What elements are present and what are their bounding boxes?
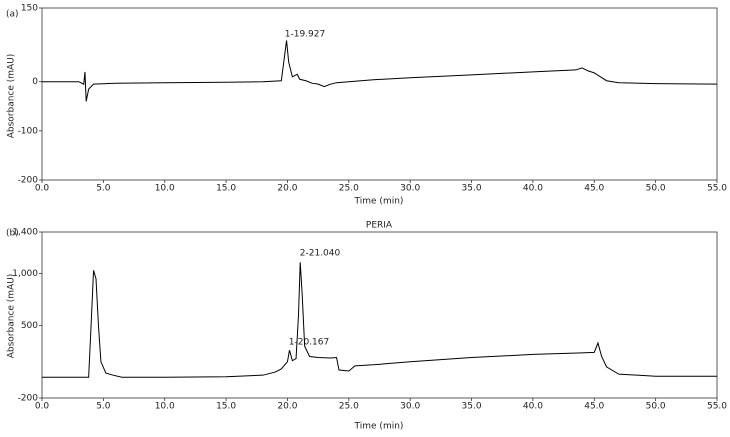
chart-title: PERIA xyxy=(366,221,393,231)
x-tick-label: 15.0 xyxy=(216,184,236,194)
y-axis-label: Absorbance (mAU) xyxy=(7,274,17,359)
x-tick-label: 40.0 xyxy=(523,402,543,412)
y-tick-label: 0 xyxy=(32,77,38,87)
y-tick-label: 150 xyxy=(21,4,38,14)
x-tick-label: 50.0 xyxy=(646,184,666,194)
panel-label: (a) xyxy=(6,10,19,20)
x-axis-label: Time (min) xyxy=(354,197,404,207)
x-tick-label: 35.0 xyxy=(462,184,482,194)
x-tick-label: 25.0 xyxy=(339,402,359,412)
x-tick-label: 30.0 xyxy=(400,184,420,194)
plot-frame xyxy=(41,231,718,399)
x-tick-label: 50.0 xyxy=(646,402,666,412)
x-tick-label: 20.0 xyxy=(277,402,297,412)
y-tick-label: -200 xyxy=(18,176,39,186)
x-tick-label: 0.0 xyxy=(35,184,50,194)
y-tick-label: -100 xyxy=(18,126,39,136)
y-tick-label: 1,000 xyxy=(12,269,38,279)
peak-annotation: 2-21.040 xyxy=(300,249,341,259)
y-axis-label: Absorbance (mAU) xyxy=(7,54,17,139)
x-tick-label: 45.0 xyxy=(584,402,604,412)
y-tick-label: 500 xyxy=(21,321,38,331)
x-tick-label: 40.0 xyxy=(523,184,543,194)
x-tick-label: 5.0 xyxy=(96,184,111,194)
x-axis-label: Time (min) xyxy=(354,422,404,432)
x-tick-label: 10.0 xyxy=(155,184,175,194)
x-tick-label: 55.0 xyxy=(707,402,727,412)
y-tick-label: -200 xyxy=(18,394,39,404)
x-tick-label: 0.0 xyxy=(35,402,50,412)
x-tick-label: 5.0 xyxy=(96,402,111,412)
x-tick-label: 15.0 xyxy=(216,402,236,412)
panel-label: (b) xyxy=(6,229,19,239)
x-tick-label: 45.0 xyxy=(584,184,604,194)
y-tick-label: 1,400 xyxy=(12,228,38,238)
x-tick-label: 25.0 xyxy=(339,184,359,194)
x-tick-label: 55.0 xyxy=(707,184,727,194)
trace-line xyxy=(42,262,717,378)
x-tick-label: 30.0 xyxy=(400,402,420,412)
x-tick-label: 20.0 xyxy=(277,184,297,194)
peak-annotation: 1-20.167 xyxy=(289,338,329,348)
x-tick-label: 35.0 xyxy=(462,402,482,412)
plot-frame xyxy=(41,7,718,181)
x-tick-label: 10.0 xyxy=(155,402,175,412)
trace-line xyxy=(42,40,718,102)
peak-annotation: 1-19.927 xyxy=(285,30,325,40)
